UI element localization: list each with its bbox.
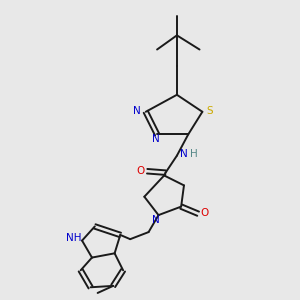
Text: N: N <box>180 149 188 159</box>
Text: NH: NH <box>66 233 81 243</box>
Text: N: N <box>152 134 160 144</box>
Text: H: H <box>190 149 198 159</box>
Text: N: N <box>134 106 141 116</box>
Text: O: O <box>137 166 145 176</box>
Text: S: S <box>206 106 213 116</box>
Text: O: O <box>200 208 208 218</box>
Text: N: N <box>152 215 160 225</box>
